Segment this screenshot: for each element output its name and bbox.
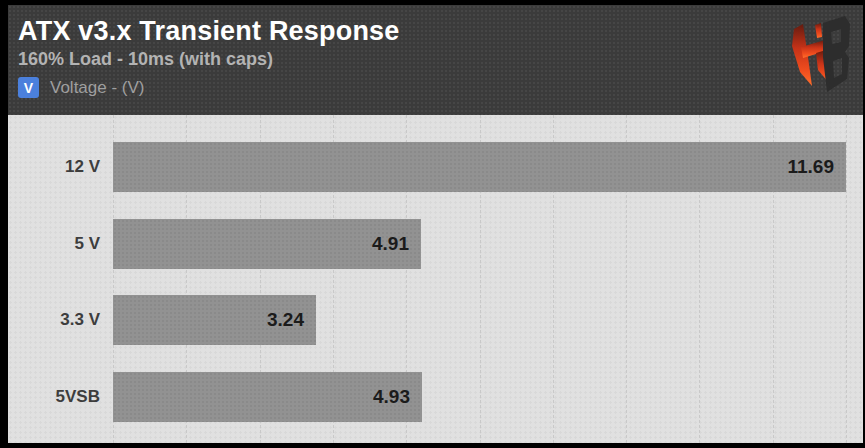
category-label: 12 V xyxy=(8,142,100,192)
bar: 4.91 xyxy=(113,219,421,269)
legend-label: Voltage - (V) xyxy=(50,78,145,98)
value-label: 4.93 xyxy=(373,386,410,408)
bar-row: 5 V 4.91 xyxy=(8,219,863,269)
chart-header: ATX v3.x Transient Response 160% Load - … xyxy=(8,5,863,115)
category-label: 3.3 V xyxy=(8,295,100,345)
legend-voltage-toggle[interactable]: V Voltage - (V) xyxy=(18,77,145,98)
chart-subtitle: 160% Load - 10ms (with caps) xyxy=(18,49,853,70)
bar-row: 12 V 11.69 xyxy=(8,142,863,192)
chart-title: ATX v3.x Transient Response xyxy=(18,16,853,46)
legend-series-icon[interactable]: V xyxy=(18,77,39,98)
hardware-busters-logo-icon xyxy=(789,13,851,97)
bar: 3.24 xyxy=(113,295,316,345)
bar-row: 3.3 V 3.24 xyxy=(8,295,863,345)
plot-area: 12 V 11.69 5 V 4.91 3.3 V 3.24 5VSB 4.93 xyxy=(8,115,863,443)
value-label: 11.69 xyxy=(788,156,835,178)
bar-row: 5VSB 4.93 xyxy=(8,372,863,422)
bar: 11.69 xyxy=(113,142,846,192)
value-label: 3.24 xyxy=(267,309,304,331)
category-label: 5 V xyxy=(8,219,100,269)
value-label: 4.91 xyxy=(372,233,409,255)
chart-card: ATX v3.x Transient Response 160% Load - … xyxy=(8,5,863,443)
bar: 4.93 xyxy=(113,372,422,422)
category-label: 5VSB xyxy=(8,372,100,422)
